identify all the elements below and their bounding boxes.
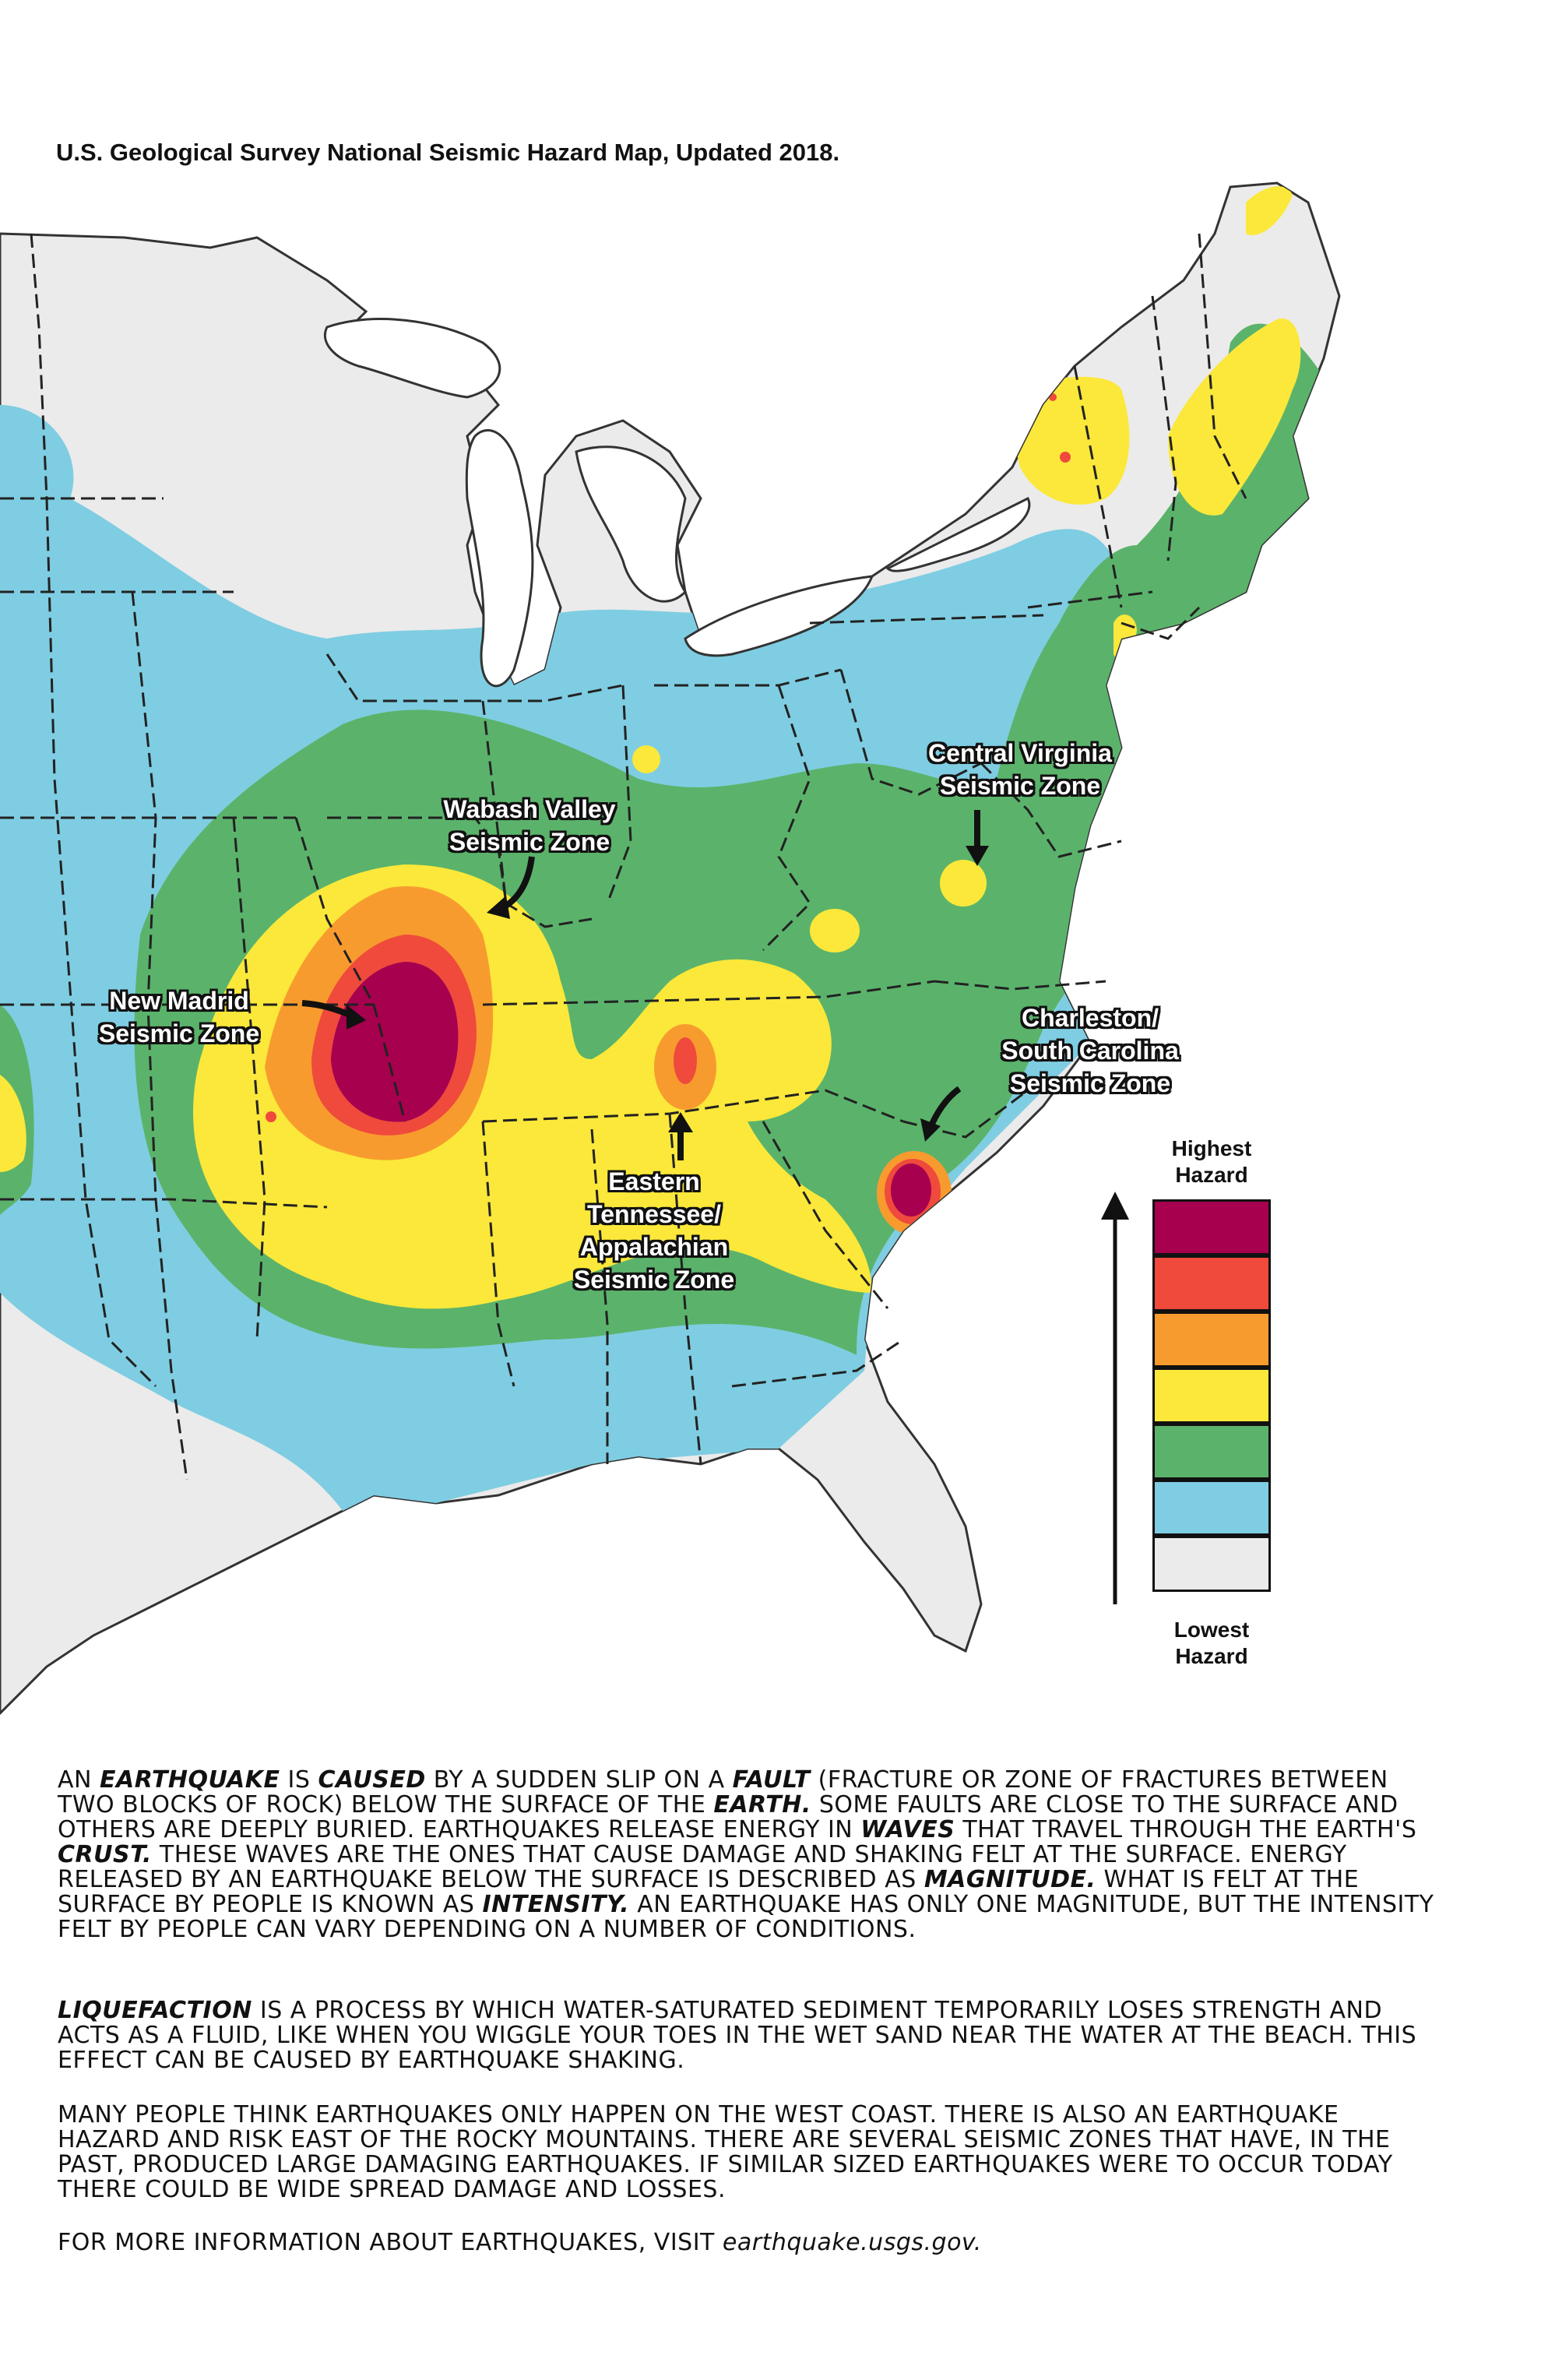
paragraph-text: An — [58, 1766, 100, 1794]
legend-swatch-moderate — [1152, 1368, 1271, 1424]
paragraph-text: by a sudden slip on a — [425, 1766, 733, 1794]
legend-swatch-high — [1152, 1311, 1271, 1368]
arrow-heads — [347, 846, 989, 1142]
usgs-link[interactable]: earthquake.usgs.gov. — [722, 2229, 982, 2256]
eastern-hazard-paragraph: Many people think earthquakes only happe… — [58, 2101, 1393, 2203]
more-info-line: FOR MORE INFORMATION ABOUT EARTHQUAKES, … — [58, 2229, 982, 2256]
map-title: U.S. Geological Survey National Seismic … — [56, 139, 840, 166]
central-virginia-label: Central Virginia Seismic Zone — [928, 739, 1112, 800]
legend-lowest-label: Lowest Hazard — [1173, 1618, 1250, 1668]
keyword-term: Liquefaction — [58, 1997, 252, 2024]
paragraph-text: is a process by which water-saturated se… — [58, 1997, 1417, 2074]
paragraph-text: An earthquake has only one magnitude, bu… — [58, 1891, 1434, 1943]
keyword-term: caused — [318, 1766, 426, 1794]
liquefaction-paragraph: Liquefaction is a process by which water… — [58, 1998, 1444, 2073]
hazard-highest — [331, 962, 459, 1122]
earthquake-paragraph: An earthquake is caused by a sudden slip… — [58, 1768, 1444, 1942]
legend-swatch-highest — [1152, 1199, 1271, 1255]
wabash-valley-label: Wabash Valley Seismic Zone — [443, 795, 616, 856]
keyword-term: earthquake — [100, 1766, 280, 1794]
seismic-hazard-map — [0, 181, 1341, 1716]
legend-swatch-low — [1152, 1424, 1271, 1480]
legend-swatch-lowest — [1152, 1536, 1271, 1592]
keyword-term: waves — [860, 1816, 955, 1843]
new-madrid-label: New Madrid Seismic Zone — [98, 987, 260, 1047]
paragraph-text: What is felt at the surface by people is… — [58, 1866, 1360, 1918]
legend-swatch-very-low — [1152, 1480, 1271, 1536]
eastern-tennessee-label: Eastern Tennessee/ Appalachian Seismic Z… — [573, 1167, 735, 1294]
state-boundaries — [0, 233, 1247, 1480]
charleston-label: Charleston/ South Carolina Seismic Zone — [1001, 1004, 1179, 1097]
keyword-term: magnitude. — [924, 1866, 1096, 1893]
paragraph-text: Some faults are close to the surface and… — [58, 1791, 1398, 1843]
keyword-term: crust. — [58, 1841, 152, 1868]
paragraph-text: (fracture or zone of fractures between t… — [58, 1766, 1388, 1818]
legend-swatch-very-high — [1152, 1255, 1271, 1311]
paragraph-text: These waves are the ones that cause dama… — [58, 1841, 1347, 1893]
legend-arrow — [1101, 1192, 1129, 1604]
keyword-term: fault — [732, 1766, 811, 1794]
paragraph-text: that travel through the earth's — [955, 1816, 1417, 1843]
keyword-term: intensity. — [482, 1891, 630, 1918]
great-lakes — [323, 318, 1031, 688]
keyword-term: earth. — [713, 1791, 811, 1818]
paragraph-text: is — [280, 1766, 318, 1794]
legend-highest-label: Highest Hazard — [1171, 1136, 1252, 1187]
